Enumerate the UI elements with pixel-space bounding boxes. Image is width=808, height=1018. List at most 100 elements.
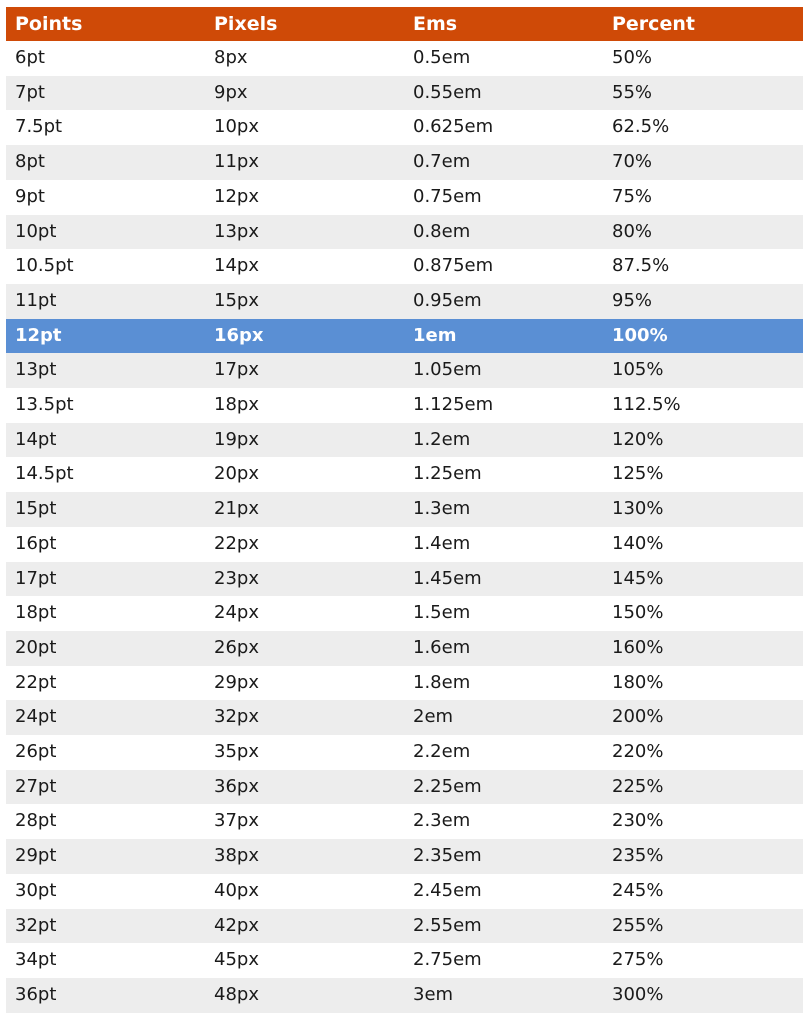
ems-cell: 2.45em: [413, 879, 482, 901]
table-row: 36pt 48px 3em 300%: [6, 977, 803, 1013]
points-cell: 15pt: [15, 498, 57, 520]
table-body: 6pt 8px 0.5em 50% 7pt 9px 0.55em 55% 7.5pt 10px 0.…: [6, 41, 803, 1013]
points-cell: 24pt: [15, 706, 57, 728]
table-row: 30pt 40px 2.45em 245%: [6, 873, 803, 909]
ems-cell: 2.55em: [413, 914, 482, 936]
percent-cell: 150%: [612, 602, 664, 624]
points-cell: 34pt: [15, 949, 57, 971]
font-size-conversion-table-container: Points Pixels Ems Percent 6pt 8px 0.5em 50%…: [6, 7, 803, 1013]
percent-cell: 87.5%: [612, 255, 670, 277]
percent-cell: 230%: [612, 810, 664, 832]
percent-cell: 180%: [612, 671, 664, 693]
percent-cell: 220%: [612, 741, 664, 763]
ems-cell: 1.6em: [413, 636, 471, 658]
table-row: 6pt 8px 0.5em 50%: [6, 41, 803, 76]
points-cell: 12pt: [15, 324, 62, 346]
pixels-cell: 10px: [214, 116, 259, 138]
points-cell: 11pt: [15, 289, 57, 311]
ems-cell: 0.55em: [413, 81, 482, 103]
ems-cell: 1.3em: [413, 498, 471, 520]
ems-cell: 0.75em: [413, 185, 482, 207]
table-header: Points Pixels Ems Percent: [6, 7, 803, 41]
pixels-cell: 45px: [214, 949, 259, 971]
percent-cell: 200%: [612, 706, 664, 728]
percent-cell: 95%: [612, 289, 653, 311]
ems-cell: 1.8em: [413, 671, 471, 693]
ems-cell: 2.25em: [413, 775, 482, 797]
percent-cell: 235%: [612, 845, 664, 867]
table-row: 26pt 35px 2.2em 220%: [6, 735, 803, 770]
font-size-conversion-table: Points Pixels Ems Percent 6pt 8px 0.5em 50%…: [6, 7, 803, 1013]
ems-cell: 2.3em: [413, 810, 471, 832]
pixels-cell: 24px: [214, 602, 259, 624]
ems-cell: 0.5em: [413, 47, 471, 68]
percent-cell: 130%: [612, 498, 664, 520]
points-cell: 7.5pt: [15, 116, 63, 138]
ems-cell: 1.2em: [413, 428, 471, 450]
pixels-cell: 36px: [214, 775, 259, 797]
header-points: Points: [15, 13, 83, 35]
table-row: 16pt 22px 1.4em 140%: [6, 526, 803, 562]
ems-cell: 3em: [413, 983, 454, 1005]
table-row: 13.5pt 18px 1.125em 112.5%: [6, 388, 803, 423]
table-row: 9pt 12px 0.75em 75%: [6, 179, 803, 215]
table-row: 10pt 13px 0.8em 80%: [6, 214, 803, 250]
ems-cell: 0.875em: [413, 255, 494, 277]
percent-cell: 62.5%: [612, 116, 670, 138]
pixels-cell: 23px: [214, 567, 259, 589]
percent-cell: 140%: [612, 532, 664, 554]
table-row: 28pt 37px 2.3em 230%: [6, 804, 803, 840]
ems-cell: 2.2em: [413, 741, 471, 763]
table-row: 10.5pt 14px 0.875em 87.5%: [6, 249, 803, 284]
pixels-cell: 8px: [214, 47, 248, 68]
table-row: 17pt 23px 1.45em 145%: [6, 561, 803, 597]
table-row: 34pt 45px 2.75em 275%: [6, 943, 803, 978]
points-cell: 6pt: [15, 47, 45, 68]
points-cell: 20pt: [15, 636, 57, 658]
points-cell: 9pt: [15, 185, 45, 207]
pixels-cell: 12px: [214, 185, 259, 207]
table-row: 13pt 17px 1.05em 105%: [6, 353, 803, 389]
points-cell: 28pt: [15, 810, 57, 832]
pixels-cell: 32px: [214, 706, 259, 728]
pixels-cell: 22px: [214, 532, 259, 554]
pixels-cell: 20px: [214, 463, 259, 485]
points-cell: 7pt: [15, 81, 45, 103]
table-row: 18pt 24px 1.5em 150%: [6, 596, 803, 631]
header-row: Points Pixels Ems Percent: [6, 7, 803, 41]
percent-cell: 70%: [612, 151, 653, 173]
pixels-cell: 26px: [214, 636, 259, 658]
pixels-cell: 13px: [214, 220, 259, 242]
pixels-cell: 9px: [214, 81, 248, 103]
percent-cell: 50%: [612, 47, 653, 68]
ems-cell: 1em: [413, 324, 457, 346]
ems-cell: 0.625em: [413, 116, 494, 138]
percent-cell: 125%: [612, 463, 664, 485]
table-row: 8pt 11px 0.7em 70%: [6, 145, 803, 180]
points-cell: 22pt: [15, 671, 57, 693]
percent-cell: 120%: [612, 428, 664, 450]
percent-cell: 112.5%: [612, 394, 681, 416]
points-cell: 30pt: [15, 879, 57, 901]
points-cell: 13pt: [15, 359, 57, 381]
points-cell: 16pt: [15, 532, 57, 554]
pixels-cell: 35px: [214, 741, 259, 763]
table-row: 20pt 26px 1.6em 160%: [6, 630, 803, 666]
table-row: 22pt 29px 1.8em 180%: [6, 665, 803, 701]
header-ems: Ems: [413, 13, 458, 35]
ems-cell: 1.4em: [413, 532, 471, 554]
points-cell: 26pt: [15, 741, 57, 763]
percent-cell: 300%: [612, 983, 664, 1005]
table-row: 11pt 15px 0.95em 95%: [6, 283, 803, 319]
pixels-cell: 38px: [214, 845, 259, 867]
header-pixels: Pixels: [214, 13, 278, 35]
percent-cell: 105%: [612, 359, 664, 381]
table-row: 29pt 38px 2.35em 235%: [6, 839, 803, 874]
percent-cell: 245%: [612, 879, 664, 901]
percent-cell: 275%: [612, 949, 664, 971]
table-row: 14.5pt 20px 1.25em 125%: [6, 457, 803, 493]
percent-cell: 100%: [612, 324, 668, 346]
ems-cell: 2.35em: [413, 845, 482, 867]
points-cell: 36pt: [15, 983, 57, 1005]
points-cell: 13.5pt: [15, 394, 74, 416]
